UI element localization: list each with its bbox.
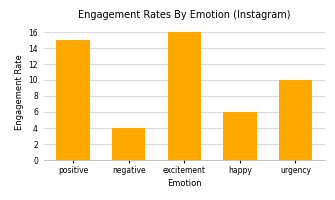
Bar: [168, 32, 201, 160]
Bar: [279, 80, 312, 160]
Title: Engagement Rates By Emotion (Instagram): Engagement Rates By Emotion (Instagram): [78, 10, 290, 20]
Bar: [112, 128, 145, 160]
Bar: [56, 40, 90, 160]
X-axis label: Emotion: Emotion: [167, 179, 202, 188]
Bar: [223, 112, 257, 160]
Y-axis label: Engagement Rate: Engagement Rate: [15, 54, 24, 130]
